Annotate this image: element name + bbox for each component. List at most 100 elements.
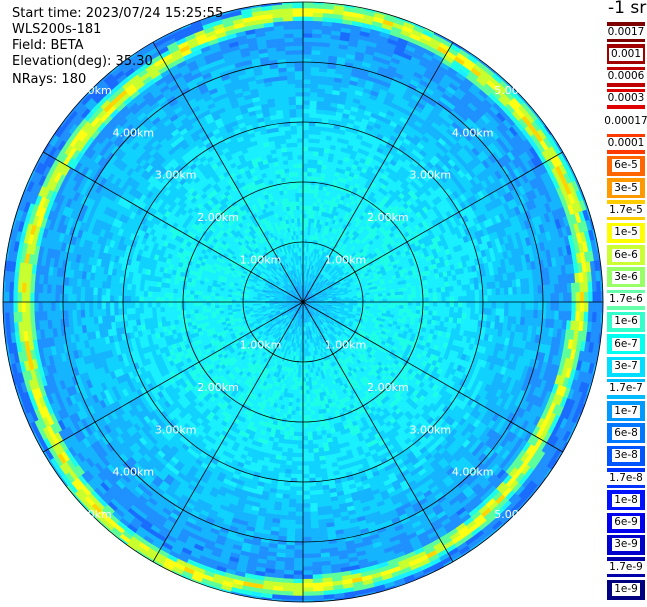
range-gate-cell bbox=[428, 292, 434, 298]
range-gate-cell bbox=[310, 184, 316, 190]
range-gate-cell bbox=[424, 306, 430, 312]
range-gate-cell bbox=[315, 172, 322, 178]
range-gate-cell bbox=[470, 301, 476, 309]
range-gate-cell bbox=[521, 301, 526, 310]
range-gate-cell bbox=[302, 28, 313, 34]
range-gate-cell bbox=[312, 33, 322, 39]
range-gate-cell bbox=[310, 87, 319, 93]
range-gate-cell bbox=[440, 311, 446, 318]
range-gate-cell bbox=[309, 100, 318, 106]
range-gate-cell bbox=[386, 304, 392, 309]
range-gate-cell bbox=[567, 301, 573, 312]
range-gate-cell bbox=[312, 16, 324, 22]
range-gate-cell bbox=[474, 307, 480, 315]
range-gate-cell bbox=[309, 197, 315, 202]
range-gate-cell bbox=[579, 311, 585, 322]
range-gate-cell bbox=[423, 284, 429, 290]
range-gate-cell bbox=[302, 74, 312, 80]
range-gate-cell bbox=[302, 192, 308, 198]
range-gate-cell bbox=[302, 24, 313, 30]
range-gate-cell bbox=[311, 49, 321, 56]
range-gate-cell bbox=[482, 314, 488, 322]
range-gate-cell bbox=[365, 297, 371, 301]
range-gate-cell bbox=[416, 301, 421, 307]
range-gate-cell bbox=[395, 298, 400, 303]
range-gate-cell bbox=[311, 62, 320, 68]
range-gate-cell bbox=[302, 184, 308, 189]
range-gate-cell bbox=[533, 301, 539, 311]
range-gate-cell bbox=[579, 282, 585, 293]
range-gate-cell bbox=[403, 301, 409, 306]
range-gate-cell bbox=[588, 291, 594, 303]
range-gate-cell bbox=[558, 292, 564, 303]
range-gate-cell bbox=[424, 292, 430, 298]
range-gate-cell bbox=[315, 113, 323, 119]
range-gate-cell bbox=[423, 288, 429, 294]
range-gate-cell bbox=[308, 133, 315, 139]
range-gate-cell bbox=[302, 129, 310, 135]
range-gate-cell bbox=[306, 192, 311, 198]
range-gate-cell bbox=[302, 62, 312, 68]
range-gate-cell bbox=[440, 316, 446, 323]
range-gate-cell bbox=[302, 7, 314, 13]
range-gate-cell bbox=[302, 154, 309, 160]
range-gate-cell bbox=[310, 188, 316, 194]
range-gate-cell bbox=[558, 283, 564, 294]
range-gate-cell bbox=[310, 66, 320, 72]
range-gate-cell bbox=[394, 295, 400, 299]
range-gate-cell bbox=[308, 129, 316, 135]
range-gate-cell bbox=[508, 287, 514, 296]
range-gate-cell bbox=[415, 293, 421, 299]
range-gate-cell bbox=[461, 284, 467, 292]
range-gate-cell bbox=[516, 301, 522, 310]
range-gate-cell bbox=[315, 117, 323, 123]
range-gate-cell bbox=[407, 305, 413, 310]
range-gate-cell bbox=[453, 296, 459, 303]
range-gate-cell bbox=[449, 291, 455, 298]
range-gate-cell bbox=[317, 159, 324, 165]
range-gate-cell bbox=[310, 70, 320, 76]
range-gate-cell bbox=[399, 301, 405, 306]
range-gate-cell bbox=[399, 298, 405, 303]
range-gate-cell bbox=[570, 282, 577, 293]
range-gate-cell bbox=[382, 301, 388, 306]
range-gate-cell bbox=[313, 142, 320, 148]
range-gate-cell bbox=[390, 304, 396, 309]
range-gate-cell bbox=[411, 289, 417, 295]
range-gate-cell bbox=[314, 125, 322, 131]
range-gate-cell bbox=[415, 285, 421, 291]
range-gate-cell bbox=[436, 292, 442, 298]
range-gate-cell bbox=[306, 188, 312, 194]
range-gate-cell bbox=[314, 134, 321, 140]
range-gate-cell bbox=[512, 294, 518, 303]
range-gate-cell bbox=[302, 209, 307, 215]
range-gate-cell bbox=[407, 301, 413, 307]
range-gate-cell bbox=[567, 292, 573, 303]
range-gate-cell bbox=[533, 309, 539, 319]
range-gate-cell bbox=[550, 293, 556, 303]
range-gate-cell bbox=[394, 305, 400, 309]
range-gate-cell bbox=[570, 311, 577, 322]
range-gate-cell bbox=[579, 301, 585, 313]
range-gate-cell bbox=[302, 87, 311, 93]
range-gate-cell bbox=[302, 213, 307, 219]
range-gate-cell bbox=[470, 295, 476, 303]
range-gate-cell bbox=[449, 301, 455, 308]
range-gate-cell bbox=[465, 313, 471, 320]
range-gate-cell bbox=[306, 184, 312, 190]
range-gate-cell bbox=[302, 158, 309, 164]
range-gate-cell bbox=[474, 301, 480, 309]
range-gate-cell bbox=[302, 49, 312, 55]
range-gate-cell bbox=[313, 138, 321, 144]
range-gate-cell bbox=[302, 32, 313, 38]
range-gate-cell bbox=[545, 310, 551, 320]
range-gate-cell bbox=[483, 295, 489, 303]
range-gate-cell bbox=[529, 309, 535, 319]
range-gate-cell bbox=[431, 315, 437, 321]
range-gate-cell bbox=[432, 292, 438, 298]
range-gate-cell bbox=[312, 20, 323, 26]
range-gate-cell bbox=[591, 311, 598, 323]
range-gate-cell bbox=[440, 281, 446, 288]
range-gate-cell bbox=[311, 176, 317, 182]
